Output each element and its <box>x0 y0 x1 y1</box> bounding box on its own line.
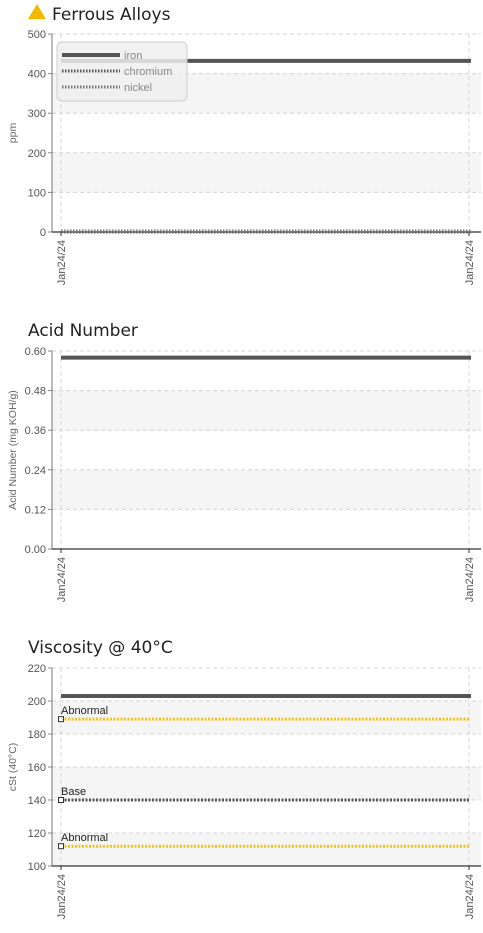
y-tick-label: 0.12 <box>25 504 46 516</box>
x-tick-label: Jan24/24 <box>464 557 476 602</box>
x-tick-label: Jan24/24 <box>56 557 68 602</box>
legend-label: nickel <box>124 82 152 94</box>
chart-title: Ferrous Alloys <box>52 5 171 25</box>
y-axis-label: ppm <box>7 123 19 144</box>
y-tick-label: 200 <box>28 696 46 708</box>
chart-1: 0.60 0.48 0.36 0.24 0.12 0.00 Jan24/24 Jan24/24… <box>7 321 481 602</box>
y-tick-label: 500 <box>28 29 46 41</box>
legend: iron chromium nickel <box>57 42 187 101</box>
y-tick-label: 0.00 <box>25 544 46 556</box>
y-tick-label: 0 <box>40 227 46 239</box>
plot-band <box>52 701 481 734</box>
x-tick-label: Jan24/24 <box>464 874 476 919</box>
reference-marker <box>59 717 64 722</box>
y-axis-label: cSt (40°C) <box>7 743 19 792</box>
y-tick-label: 0.60 <box>25 346 46 358</box>
y-tick-label: 0.24 <box>25 465 46 477</box>
chart-title: Acid Number <box>28 321 138 341</box>
reference-line-label: Abnormal <box>61 705 108 717</box>
y-tick-label: 400 <box>28 69 46 81</box>
chart-0: 500 400 300 200 100 0 Jan24/24 Jan24/24 ppm Ferro… <box>7 4 481 285</box>
chart-2: 220 200 180 160 140 120 100 Jan24/24 Jan24/24 cSt… <box>7 638 481 919</box>
plot-band <box>52 767 481 800</box>
warning-icon <box>28 4 46 19</box>
y-tick-label: 0.48 <box>25 386 46 398</box>
x-tick-label: Jan24/24 <box>464 240 476 285</box>
x-tick-label: Jan24/24 <box>56 874 68 919</box>
legend-label: chromium <box>124 66 172 78</box>
y-tick-label: 160 <box>28 762 46 774</box>
y-tick-label: 100 <box>28 187 46 199</box>
plot-band <box>52 153 481 193</box>
y-tick-label: 0.36 <box>25 425 46 437</box>
reference-marker <box>59 844 64 849</box>
y-axis-label: Acid Number (mg KOH/g) <box>7 390 19 510</box>
reference-marker <box>59 798 64 803</box>
y-tick-label: 140 <box>28 795 46 807</box>
y-tick-label: 100 <box>28 861 46 873</box>
y-tick-label: 180 <box>28 729 46 741</box>
reference-line-label: Abnormal <box>61 832 108 844</box>
y-tick-label: 120 <box>28 828 46 840</box>
plot-band <box>52 470 481 510</box>
x-tick-label: Jan24/24 <box>56 240 68 285</box>
reference-line-label: Base <box>61 786 86 798</box>
plot-band <box>52 833 481 866</box>
chart-title: Viscosity @ 40°C <box>28 638 173 658</box>
legend-label: iron <box>124 50 142 62</box>
plot-band <box>52 391 481 431</box>
y-tick-label: 220 <box>28 663 46 675</box>
y-tick-label: 200 <box>28 148 46 160</box>
y-tick-label: 300 <box>28 108 46 120</box>
